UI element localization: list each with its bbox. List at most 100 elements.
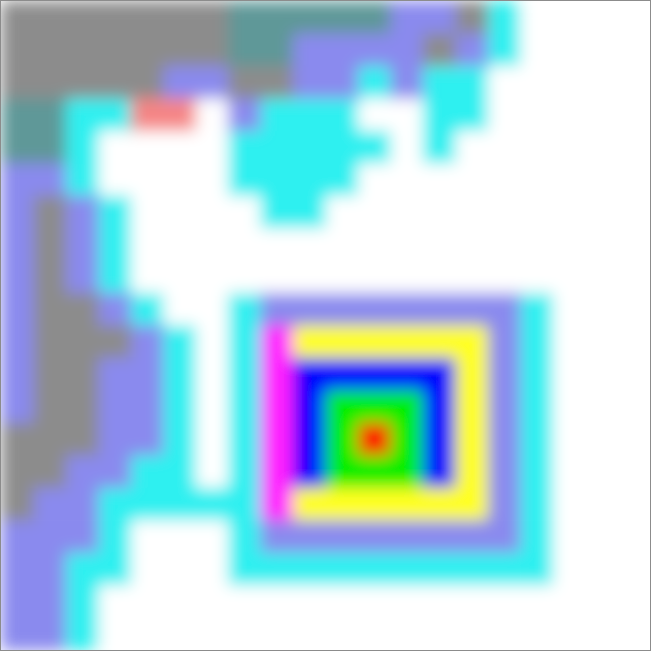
heat-cell [390,423,423,456]
heat-cell [553,520,586,553]
heat-cell [553,1,586,34]
heat-cell [358,1,391,34]
heat-cell [131,520,164,553]
heat-cell [131,196,164,229]
heat-cell [455,131,488,164]
heat-cell [293,163,326,196]
heat-cell [131,326,164,359]
heat-cell [553,66,586,99]
heat-cell [488,390,521,423]
heat-cell [33,293,66,326]
heat-cell [618,553,650,586]
heat-cell [131,66,164,99]
heat-cell [98,33,131,66]
heat-cell [98,488,131,521]
heat-cell [618,618,650,650]
plot-area [1,1,650,650]
heat-cell [618,455,650,488]
heat-cell [326,293,359,326]
heat-cell [228,293,261,326]
heat-cell [455,196,488,229]
heat-cell [196,326,229,359]
heat-cell [33,228,66,261]
heat-cell [455,358,488,391]
heat-cell [618,293,650,326]
heat-cell [390,98,423,131]
heat-cell [455,228,488,261]
heat-cell [488,326,521,359]
heat-cell [455,33,488,66]
heat-cell [1,520,34,553]
heat-cell [358,228,391,261]
heat-cell [358,390,391,423]
heat-cell [131,33,164,66]
heat-cell [228,196,261,229]
heat-cell [1,553,34,586]
heat-cell [488,66,521,99]
heat-cell [358,261,391,294]
heat-cell [98,423,131,456]
heat-cell [293,131,326,164]
heat-cell [293,455,326,488]
heat-cell [98,98,131,131]
heat-cell [1,618,34,650]
heat-cell [228,358,261,391]
heat-cell [618,326,650,359]
heat-cell [228,261,261,294]
heat-cell [33,618,66,650]
heat-cell [358,423,391,456]
heat-cell [293,261,326,294]
heat-cell [163,390,196,423]
heat-cell [553,585,586,618]
heat-cell [228,455,261,488]
heat-cell [618,488,650,521]
heat-cell [585,520,618,553]
heat-cell [293,293,326,326]
heat-cell [585,423,618,456]
heat-cell [390,1,423,34]
heat-cell [196,261,229,294]
heat-cell [261,553,294,586]
heat-cell [98,585,131,618]
heatmap-chart [0,0,651,651]
heat-cell [553,131,586,164]
heat-cell [520,618,553,650]
heat-cell [33,553,66,586]
heat-cell [196,293,229,326]
heat-cell [520,358,553,391]
heat-cell [326,261,359,294]
heat-cell [293,1,326,34]
heat-cell [585,163,618,196]
heat-cell [66,293,99,326]
heat-cell [553,390,586,423]
heat-cell [33,455,66,488]
heat-cell [390,520,423,553]
heat-cell [98,326,131,359]
heat-cell [618,131,650,164]
heat-cell [553,358,586,391]
heat-cell [520,1,553,34]
heat-cell [228,520,261,553]
heat-cell [1,326,34,359]
heat-cell [1,196,34,229]
heat-cell [358,33,391,66]
heat-cell [33,163,66,196]
heat-cell [488,261,521,294]
heat-cell [33,585,66,618]
heat-cell [66,33,99,66]
heat-cell [455,326,488,359]
heat-cell [196,196,229,229]
heat-cell [358,553,391,586]
heat-cell [163,163,196,196]
heat-cell [98,196,131,229]
heat-cell [228,585,261,618]
heat-cell [618,423,650,456]
heat-cell [390,455,423,488]
heat-cell [358,326,391,359]
heat-cell [520,455,553,488]
heat-cell [390,390,423,423]
heat-cell [261,488,294,521]
heat-cell [553,455,586,488]
heat-cell [66,553,99,586]
heat-cell [163,423,196,456]
